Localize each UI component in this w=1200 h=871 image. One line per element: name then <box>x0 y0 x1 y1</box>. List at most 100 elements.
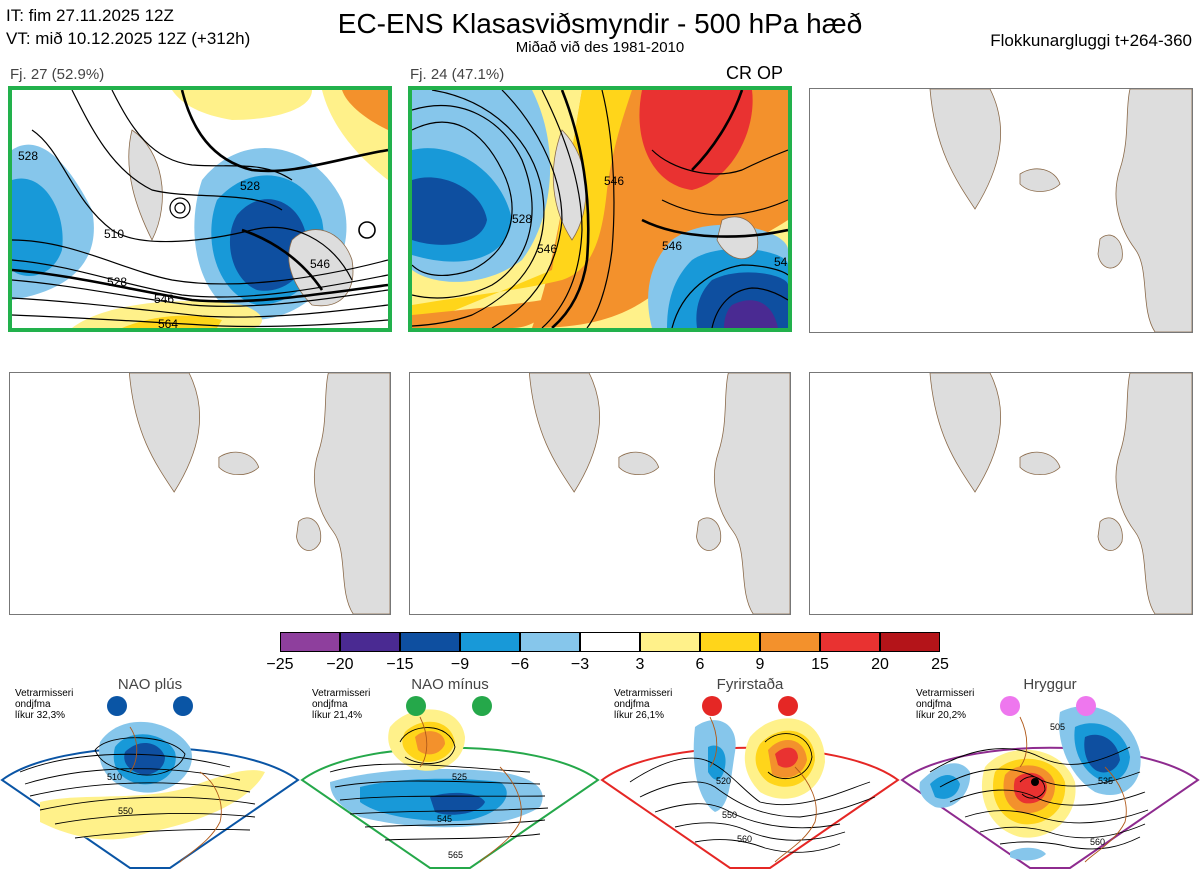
regime-blocking[interactable]: 520 550 560 Fyrirstaða Vetrarmisseri ond… <box>600 672 900 871</box>
europe-land <box>716 216 759 260</box>
height-contours <box>929 746 1149 850</box>
europe-land <box>1115 89 1192 332</box>
cluster-map-6-svg <box>929 373 1192 614</box>
contour-label: 550 <box>722 810 737 820</box>
greenland-land <box>128 129 163 241</box>
anomaly-pos-core <box>415 731 445 755</box>
regime-ridge[interactable]: 505 535 560 Hryggur Vetrarmisseri ondjfm… <box>900 672 1200 871</box>
contour-label: 565 <box>448 850 463 860</box>
cluster-map-4-svg <box>128 373 390 614</box>
regime-marker-dot <box>173 696 193 716</box>
contour-label-5: 528 <box>240 179 260 193</box>
regime-name: Hryggur <box>1023 676 1077 693</box>
colorbar-cell <box>820 632 880 652</box>
regime-nao-minus-map: 525 545 565 <box>300 709 600 869</box>
clustering-window: Flokkunargluggi t+264-360 <box>990 31 1192 50</box>
anomaly-pos-sw <box>412 300 545 328</box>
contour-label-2: 528 <box>107 275 127 289</box>
page-title: EC-ENS Klasasviðsmyndir - 500 hPa hæð <box>337 8 863 39</box>
britain-land <box>1097 234 1123 269</box>
anomaly-neg-center-core <box>229 199 308 291</box>
anomaly-neg-core <box>124 742 165 775</box>
prob-line: líkur 20,2% <box>916 710 967 721</box>
control-oper-badge: CR OP <box>726 63 784 83</box>
colorbar-tick: 3 <box>635 656 645 673</box>
cluster-map-3[interactable] <box>809 88 1193 333</box>
cluster-map-5[interactable] <box>409 372 791 615</box>
colorbar-cell <box>520 632 580 652</box>
contour-label-1: 528 <box>512 212 532 226</box>
greenland-land <box>929 373 1001 493</box>
prob-line: líkur 26,1% <box>614 710 665 721</box>
regime-marker-dot <box>1076 696 1096 716</box>
anomaly-pos <box>40 770 265 840</box>
coastlines <box>709 716 817 863</box>
valid-time: VT: mið 10.12.2025 12Z (+312h) <box>6 29 251 48</box>
init-time: IT: fim 27.11.2025 12Z <box>6 6 174 25</box>
regime-probability: Vetrarmisseri ondjfma líkur 20,2% <box>916 688 974 721</box>
cluster-map-1[interactable]: 510 528 546 564 528 546 528 <box>8 86 392 332</box>
colorbar-tick: −25 <box>266 656 294 673</box>
prob-line: Vetrarmisseri <box>312 688 371 699</box>
cluster-map-5-svg <box>528 373 790 614</box>
contour-label: 560 <box>1090 837 1105 847</box>
regime-marker-dot <box>778 696 798 716</box>
anomaly-pos-peak <box>775 747 798 768</box>
colorbar-cell <box>640 632 700 652</box>
prob-line: ondjfma <box>916 699 952 710</box>
prob-line: líkur 32,3% <box>15 710 66 721</box>
prob-line: líkur 21,4% <box>312 710 363 721</box>
anomaly-neg-west-core <box>412 177 487 245</box>
colorbar-tick: −9 <box>450 656 470 673</box>
colorbar-cell <box>580 632 640 652</box>
header-left: IT: fim 27.11.2025 12Z VT: mið 10.12.202… <box>6 4 250 50</box>
greenland-land <box>528 373 600 493</box>
britain-land <box>296 517 322 551</box>
cluster-map-2[interactable]: 528 546 546 546 546 <box>408 86 792 332</box>
contour-label: 545 <box>437 814 452 824</box>
low-center-3 <box>358 221 376 239</box>
regime-nao-plus[interactable]: 510 550 NAO plús Vetrarmisseri ondjfma l… <box>0 672 300 871</box>
anomaly-neg-south <box>1010 847 1046 861</box>
height-contours <box>412 90 788 328</box>
contour-label-7: 528 <box>18 149 38 163</box>
prob-line: ondjfma <box>312 699 348 710</box>
cluster-map-6[interactable] <box>809 372 1193 615</box>
regime-nao-minus[interactable]: 525 545 565 NAO mínus Vetrarmisseri ondj… <box>300 672 600 871</box>
anomaly-pos-north <box>172 90 312 120</box>
regime-probability: Vetrarmisseri ondjfma líkur 21,4% <box>312 688 370 721</box>
regime-probability: Vetrarmisseri ondjfma líkur 26,1% <box>614 688 672 721</box>
regime-marker-dot <box>472 696 492 716</box>
contour-label-4: 564 <box>158 317 178 328</box>
low-center-1 <box>169 197 191 219</box>
contour-label: 505 <box>1050 722 1065 732</box>
colorbar-tick: −6 <box>510 656 530 673</box>
regime-marker-dot <box>107 696 127 716</box>
anomaly-pos-core <box>639 90 753 190</box>
europe-land <box>313 373 390 614</box>
colorbar-tick: −15 <box>386 656 414 673</box>
prob-line: Vetrarmisseri <box>916 688 975 699</box>
iceland-land <box>1019 451 1061 476</box>
prob-line: Vetrarmisseri <box>614 688 673 699</box>
regime-marker-dot <box>1000 696 1020 716</box>
height-contours-bold <box>12 90 388 303</box>
colorbar-tick: −20 <box>326 656 354 673</box>
coastlines <box>419 716 522 863</box>
contour-label: 550 <box>118 806 133 816</box>
contour-label-2: 546 <box>537 242 557 256</box>
coastlines <box>1019 716 1127 863</box>
anomaly-neg-mid <box>708 745 726 780</box>
cluster-map-1-svg: 510 528 546 564 528 546 528 <box>12 90 388 328</box>
cluster-map-2-svg: 528 546 546 546 546 <box>412 90 788 328</box>
page-subtitle: Miðað við des 1981-2010 <box>515 39 685 56</box>
coastlines <box>129 726 222 863</box>
contour-label-6: 546 <box>310 257 330 271</box>
cluster-map-4[interactable] <box>9 372 391 615</box>
colorbar-cell <box>400 632 460 652</box>
colorbar-tick: 9 <box>755 656 765 673</box>
cluster-map-3-svg <box>929 89 1192 332</box>
anomaly-neg-west-core <box>12 178 63 276</box>
contour-label: 525 <box>452 772 467 782</box>
regime-marker-dot <box>406 696 426 716</box>
